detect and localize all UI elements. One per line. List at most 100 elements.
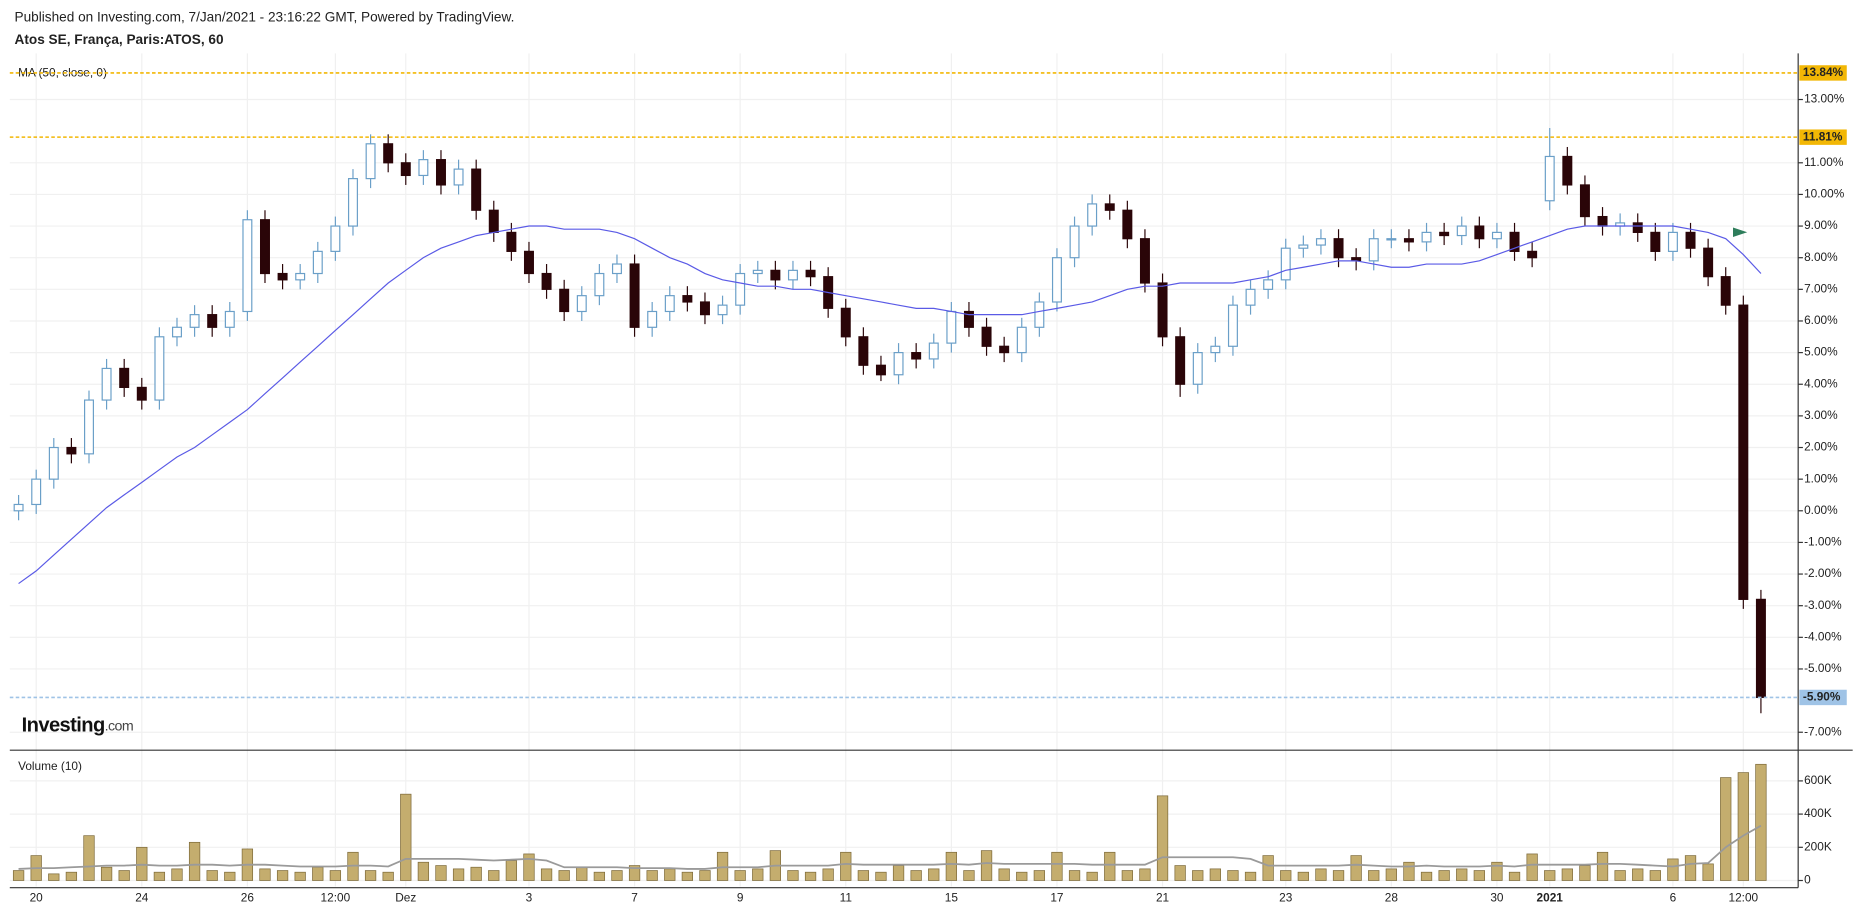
volume-bar (1544, 870, 1556, 881)
candle-body (1421, 231, 1432, 243)
candle-body (1456, 225, 1467, 237)
y-tick-label: 0.00% (1804, 503, 1838, 517)
volume-bar (1244, 871, 1257, 881)
volume-bar (558, 870, 570, 881)
volume-bar (118, 870, 130, 881)
x-tick-label: 30 (1490, 890, 1504, 904)
volume-bar (1632, 868, 1644, 881)
volume-bar (1174, 865, 1186, 881)
published-note: Published on Investing.com, 7/Jan/2021 -… (15, 9, 515, 24)
candle-body (664, 295, 675, 313)
logo: Investing.com (22, 715, 133, 737)
candle-body (1685, 231, 1696, 249)
candle-body (13, 503, 24, 512)
candle-body (541, 272, 552, 290)
volume-bar (980, 850, 993, 881)
ma-flag (1732, 227, 1748, 238)
volume-bar (1755, 763, 1767, 881)
symbol-title: Atos SE, França, Paris:ATOS, 60 (15, 32, 224, 47)
volume-bar (48, 873, 60, 881)
volume-bar (294, 871, 306, 881)
volume-bar (12, 870, 25, 881)
volume-bar (928, 868, 940, 881)
volume-bar (153, 871, 166, 881)
candle-body (1544, 155, 1555, 202)
volume-bar (1016, 871, 1028, 881)
volume-bar (1051, 851, 1063, 881)
candle-body (981, 326, 992, 347)
y-tick-label: 13.00% (1804, 92, 1845, 106)
candle-body (1016, 326, 1027, 354)
candle-body (1139, 238, 1150, 284)
volume-bar (435, 865, 447, 881)
volume-bar (1684, 855, 1697, 881)
volume-bar (1209, 868, 1221, 881)
x-tick-label: 24 (135, 890, 149, 904)
candle-body (699, 301, 710, 316)
volume-bar (576, 866, 588, 881)
y-tick-label: 0 (1804, 873, 1811, 887)
candle-body (1245, 288, 1256, 306)
ma-line (18, 225, 1762, 585)
candle-body (154, 336, 165, 401)
price-label: -5.90% (1803, 690, 1841, 704)
candle-body (1051, 257, 1062, 303)
y-tick-label: 1.00% (1804, 471, 1838, 485)
candle-body (189, 314, 200, 328)
candle-body (1755, 598, 1766, 699)
volume-bar (1438, 870, 1450, 881)
volume-bar (1702, 863, 1714, 881)
candle-body (611, 263, 622, 275)
logo-suffix: .com (105, 718, 133, 734)
x-tick-label: 6 (1670, 890, 1677, 904)
candle-body (576, 295, 587, 313)
candle-body (1474, 225, 1485, 240)
volume-bar (1121, 870, 1133, 881)
candle-body (1227, 304, 1238, 347)
volume-bar (1280, 870, 1292, 881)
volume-bar (646, 870, 658, 881)
x-tick-label: 20 (30, 890, 44, 904)
volume-bar (1262, 855, 1274, 881)
y-tick-label: 10.00% (1804, 187, 1845, 201)
y-tick-label: 4.00% (1804, 376, 1838, 390)
volume-bar (188, 841, 201, 881)
volume-bar (752, 868, 764, 881)
x-tick-label: 17 (1050, 890, 1063, 904)
x-tick-label: 11 (840, 890, 853, 904)
volume-bar (628, 865, 641, 881)
price-label: 13.84% (1803, 65, 1844, 79)
volume-bar (681, 871, 694, 881)
volume-bar (417, 861, 430, 881)
y-tick-label: -5.00% (1804, 661, 1842, 675)
candle-body (330, 225, 341, 252)
x-tick-label: 21 (1156, 890, 1170, 904)
candle-body (1439, 231, 1450, 237)
candle-body (66, 446, 77, 455)
volume-bar (1139, 868, 1151, 881)
candle-body (840, 307, 851, 338)
volume-bar (276, 870, 289, 881)
x-tick-label: 2021 (1537, 890, 1564, 904)
candle-body (312, 250, 323, 275)
candle-body (1333, 238, 1344, 259)
volume-bar (857, 870, 869, 881)
y-tick-label: 7.00% (1804, 281, 1838, 295)
volume-bar (1297, 871, 1309, 881)
y-tick-label: 2.00% (1804, 440, 1838, 454)
y-tick-label: 11.00% (1804, 155, 1844, 169)
candle-body (911, 352, 922, 360)
candle-body (259, 219, 270, 275)
volume-bar (1332, 870, 1345, 881)
volume-bar (100, 866, 113, 881)
y-tick-label: 400K (1804, 806, 1832, 820)
candle-body (1491, 231, 1502, 240)
candle-body (119, 367, 130, 388)
volume-bar (945, 851, 957, 881)
volume-bar (83, 835, 95, 881)
volume-ma-line (18, 824, 1762, 870)
candle-body (1087, 203, 1098, 227)
volume-title: Volume (10) (18, 759, 82, 773)
volume-bar (1473, 870, 1485, 881)
